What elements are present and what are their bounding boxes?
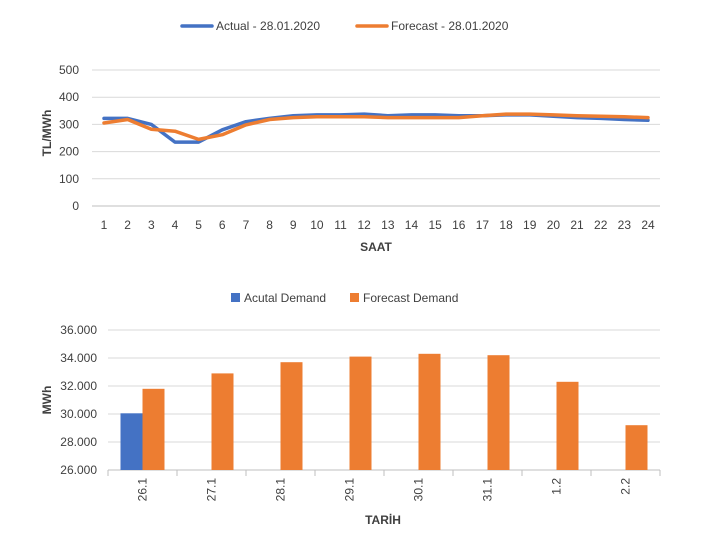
line-x-tick-label: 19 [523, 218, 537, 232]
forecast-demand-bar [556, 381, 579, 470]
line-chart-x-ticks: 1 2 3 4 5 6 7 8 9 10 11 12 13 14 15 16 17 18 19 20 21 22 23 24 [101, 218, 655, 232]
line-y-tick-label: 0 [72, 199, 79, 213]
line-x-tick-label: 22 [594, 218, 608, 232]
line-y-tick-label: 500 [59, 63, 79, 77]
bar-x-tick-label: 31.1 [481, 478, 495, 502]
line-x-tick-label: 10 [310, 218, 324, 232]
bar-y-tick-label: 28.000 [60, 435, 97, 449]
bar-y-tick-label: 30.000 [60, 407, 97, 421]
bar-chart: Acutal Demand Forecast Demand 26.000 28.0… [40, 291, 661, 527]
legend-label-actual: Actual - 28.01.2020 [216, 19, 320, 33]
bar-x-tick-label: 1.2 [550, 478, 564, 495]
legend-swatch-actual-demand [231, 293, 240, 302]
line-x-tick-label: 24 [641, 218, 655, 232]
line-chart-legend: Actual - 28.01.2020 Forecast - 28.01.202… [180, 19, 509, 33]
line-y-tick-label: 200 [59, 145, 79, 159]
line-x-tick-label: 15 [428, 218, 442, 232]
line-x-tick-label: 5 [195, 218, 202, 232]
forecast-demand-bar [487, 355, 510, 470]
actual-demand-bar [120, 413, 143, 470]
line-x-tick-label: 1 [101, 218, 108, 232]
bar-chart-y-axis-title: MWh [40, 386, 54, 415]
bar-x-tick-label: 27.1 [205, 478, 219, 502]
forecast-demand-bar [142, 388, 165, 470]
line-x-tick-label: 18 [499, 218, 513, 232]
line-x-tick-label: 3 [148, 218, 155, 232]
bar-y-tick-label: 32.000 [60, 379, 97, 393]
forecast-demand-bar [211, 373, 234, 470]
line-chart-y-axis-title: TL/MWh [40, 110, 54, 157]
line-chart-series [102, 112, 650, 144]
bar-x-tick-label: 29.1 [343, 478, 357, 502]
line-chart: Actual - 28.01.2020 Forecast - 28.01.202… [40, 19, 660, 254]
bar-x-tick-label: 26.1 [136, 478, 150, 502]
forecast-demand-bar [280, 362, 303, 470]
line-x-tick-label: 13 [381, 218, 395, 232]
line-x-tick-label: 20 [547, 218, 561, 232]
bar-x-tick-label: 2.2 [619, 478, 633, 495]
line-chart-x-axis-title: SAAT [360, 240, 392, 254]
line-y-tick-label: 300 [59, 117, 79, 131]
forecast-price-line [102, 112, 650, 142]
bar-chart-x-ticks: 26.1 27.1 28.1 29.1 30.1 31.1 1.2 2.2 [107, 470, 661, 502]
line-x-tick-label: 16 [452, 218, 466, 232]
line-x-tick-label: 14 [405, 218, 419, 232]
bar-x-tick-label: 30.1 [412, 478, 426, 502]
line-chart-y-ticks: 0 100 200 300 400 500 [59, 63, 79, 213]
line-x-tick-label: 6 [219, 218, 226, 232]
legend-label-forecast-demand: Forecast Demand [363, 291, 458, 305]
bar-y-tick-label: 34.000 [60, 351, 97, 365]
line-x-tick-label: 8 [266, 218, 273, 232]
bar-y-tick-label: 26.000 [60, 463, 97, 477]
line-x-tick-label: 2 [124, 218, 131, 232]
legend-label-actual-demand: Acutal Demand [244, 291, 326, 305]
legend-swatch-forecast-demand [350, 293, 359, 302]
line-x-tick-label: 9 [290, 218, 297, 232]
line-x-tick-label: 23 [618, 218, 632, 232]
bar-chart-bars [120, 353, 648, 470]
line-x-tick-label: 12 [357, 218, 371, 232]
line-y-tick-label: 100 [59, 172, 79, 186]
line-x-tick-label: 7 [243, 218, 250, 232]
bar-chart-y-ticks: 26.000 28.000 30.000 32.000 34.000 36.000 [60, 323, 97, 477]
line-x-tick-label: 4 [172, 218, 179, 232]
forecast-demand-bar [418, 353, 441, 470]
line-x-tick-label: 17 [476, 218, 490, 232]
line-chart-gridlines [92, 69, 660, 207]
line-y-tick-label: 400 [59, 90, 79, 104]
bar-chart-x-axis-title: TARİH [365, 512, 401, 527]
forecast-demand-bar [349, 356, 372, 470]
bar-x-tick-label: 28.1 [274, 478, 288, 502]
bar-y-tick-label: 36.000 [60, 323, 97, 337]
line-x-tick-label: 11 [334, 218, 347, 232]
forecast-demand-bar [625, 425, 648, 470]
legend-label-forecast: Forecast - 28.01.2020 [391, 19, 509, 33]
bar-chart-legend: Acutal Demand Forecast Demand [231, 291, 458, 305]
line-x-tick-label: 21 [570, 218, 584, 232]
